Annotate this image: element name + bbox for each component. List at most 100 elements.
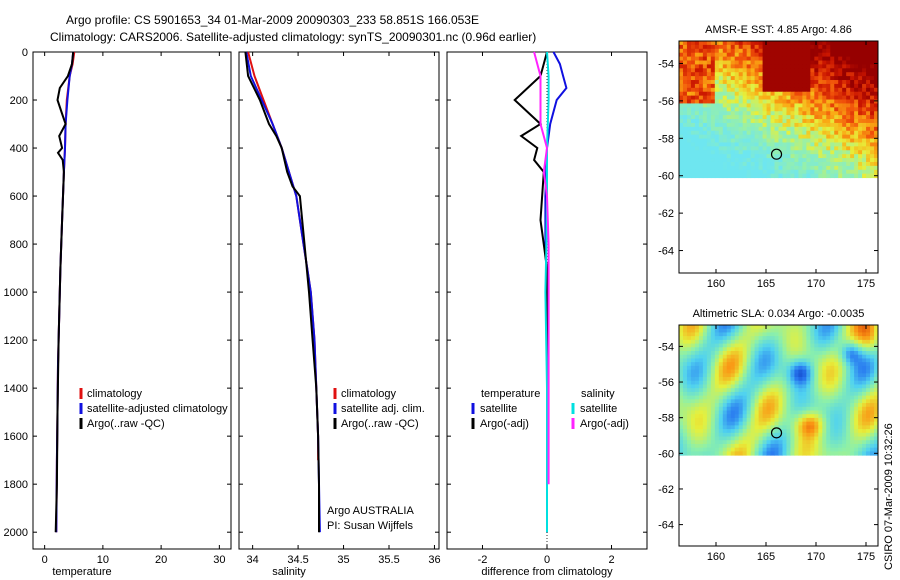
map-cell bbox=[679, 425, 684, 430]
map-cell bbox=[682, 447, 688, 452]
map-cell bbox=[766, 365, 772, 371]
map-cell bbox=[838, 414, 843, 419]
map-cell bbox=[690, 451, 696, 456]
map-cell bbox=[682, 138, 688, 143]
map-cell bbox=[750, 425, 756, 430]
map-cell bbox=[862, 406, 867, 411]
map-cell bbox=[694, 138, 700, 143]
map-cell bbox=[870, 146, 875, 151]
map-cell bbox=[814, 351, 819, 356]
map-cell bbox=[834, 111, 839, 116]
map-cell bbox=[690, 369, 696, 374]
map-cell bbox=[710, 328, 716, 333]
map-cell bbox=[726, 111, 732, 116]
map-cell bbox=[742, 354, 748, 359]
map-cell bbox=[838, 146, 843, 151]
map-cell bbox=[706, 406, 712, 411]
map-cell bbox=[726, 134, 732, 140]
map-cell bbox=[818, 126, 823, 132]
map-cell bbox=[750, 91, 756, 97]
map-cell bbox=[862, 119, 867, 124]
map-cell bbox=[782, 410, 787, 415]
map-cell bbox=[778, 111, 783, 116]
map-cell bbox=[870, 325, 875, 330]
map-cell bbox=[679, 154, 684, 159]
map-cell bbox=[874, 362, 879, 367]
map-cell bbox=[706, 362, 712, 367]
map-cell bbox=[762, 83, 768, 89]
map-cell bbox=[818, 146, 823, 151]
map-cell bbox=[758, 138, 764, 143]
map-cell bbox=[854, 343, 859, 348]
map-cell bbox=[682, 134, 688, 140]
map-cell bbox=[686, 410, 692, 415]
map-cell bbox=[714, 369, 720, 374]
map-cell bbox=[782, 60, 787, 65]
map-cell bbox=[866, 60, 871, 65]
map-cell bbox=[774, 432, 779, 438]
legend-header: salinity bbox=[581, 388, 615, 400]
map-cell bbox=[846, 119, 851, 124]
map-cell bbox=[770, 351, 776, 356]
map-cell bbox=[794, 122, 799, 128]
map-cell bbox=[838, 142, 843, 147]
map-cell bbox=[810, 451, 815, 456]
map-cell bbox=[726, 80, 732, 85]
map-cell bbox=[710, 122, 716, 128]
map-cell bbox=[874, 161, 879, 167]
map-y-tick-label: -62 bbox=[658, 208, 674, 220]
map-cell bbox=[742, 388, 748, 393]
map-cell bbox=[758, 362, 764, 367]
map-cell bbox=[714, 91, 720, 97]
map-cell bbox=[686, 103, 692, 108]
map-cell bbox=[714, 343, 720, 348]
map-cell bbox=[722, 380, 728, 385]
map-cell bbox=[850, 406, 855, 411]
map-cell bbox=[774, 406, 779, 411]
map-cell bbox=[698, 154, 704, 159]
map-cell bbox=[838, 380, 843, 385]
map-cell bbox=[698, 41, 704, 46]
map-cell bbox=[846, 80, 851, 85]
map-cell bbox=[838, 354, 843, 359]
map-cell bbox=[718, 76, 724, 81]
map-cell bbox=[866, 130, 871, 136]
map-cell bbox=[702, 48, 708, 54]
map-cell bbox=[714, 347, 720, 352]
map-cell bbox=[690, 447, 696, 452]
map-cell bbox=[738, 447, 744, 452]
map-cell bbox=[746, 425, 752, 430]
map-cell bbox=[866, 64, 871, 69]
map-cell bbox=[718, 103, 724, 108]
map-cell bbox=[782, 429, 787, 434]
map-cell bbox=[694, 332, 700, 337]
map-cell bbox=[679, 406, 684, 411]
map-cell bbox=[754, 107, 760, 112]
map-cell bbox=[778, 138, 783, 143]
map-cell bbox=[862, 169, 867, 175]
map-cell bbox=[806, 403, 811, 408]
map-cell bbox=[874, 154, 879, 159]
map-cell bbox=[774, 48, 779, 54]
map-cell bbox=[870, 111, 875, 116]
map-cell bbox=[818, 122, 823, 128]
map-field bbox=[679, 41, 879, 179]
map-cell bbox=[750, 68, 756, 73]
map-cell bbox=[846, 60, 851, 65]
map-cell bbox=[866, 421, 871, 426]
map-cell bbox=[794, 111, 799, 116]
map-cell bbox=[690, 399, 696, 404]
map-cell bbox=[766, 391, 772, 397]
map-cell bbox=[754, 169, 760, 175]
map-cell bbox=[762, 165, 768, 171]
annotation-pi: PI: Susan Wijffels bbox=[327, 520, 413, 532]
map-cell bbox=[802, 391, 807, 397]
map-cell bbox=[690, 354, 696, 359]
map-cell bbox=[762, 60, 768, 65]
map-cell bbox=[802, 395, 807, 400]
map-cell bbox=[810, 111, 815, 116]
map-cell bbox=[698, 76, 704, 81]
map-cell bbox=[826, 377, 831, 382]
map-cell bbox=[830, 107, 835, 112]
map-cell bbox=[786, 332, 791, 337]
